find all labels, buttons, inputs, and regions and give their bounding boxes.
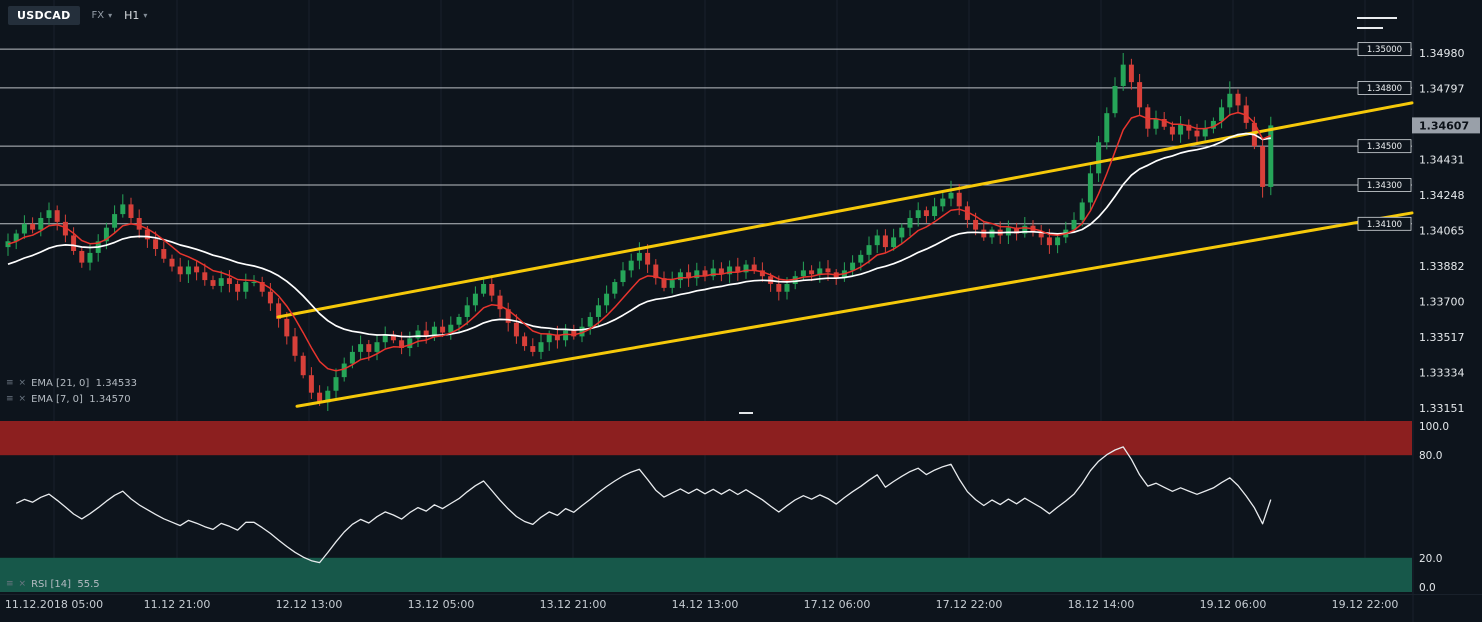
price-tag-label: 1.34100	[1367, 220, 1402, 230]
rsi-line	[15, 446, 1272, 564]
time-axis: 11.12.2018 05:00 11.12 21:00 12.12 13:00 13…	[5, 598, 1398, 611]
price-axis-tick: 1.33882	[1419, 260, 1465, 273]
rsi-axis-tick: 0.0	[1419, 582, 1436, 594]
level-tags: 1.35000 1.34800 1.34500 1.34300 1.34100	[1357, 42, 1412, 231]
ema7-legend-label: EMA [7, 0] 1.34570	[31, 394, 131, 405]
rsi-axis-tick: 100.0	[1419, 421, 1449, 433]
market-type-dropdown[interactable]: FX ▾	[92, 10, 113, 21]
ema7-legend: ≡ × EMA [7, 0] 1.34570	[6, 394, 131, 405]
time-axis-label: 17.12 06:00	[804, 598, 871, 611]
chevron-down-icon: ▾	[143, 11, 148, 20]
chart-toolbar: USDCAD FX ▾ H1 ▾	[8, 6, 147, 25]
price-tag-label: 1.34800	[1367, 84, 1402, 94]
rsi-legend: ≡ × RSI [14] 55.5	[6, 579, 100, 590]
close-icon[interactable]: ×	[18, 394, 27, 404]
time-axis-label: 11.12 21:00	[144, 598, 211, 611]
indicator-settings-icon[interactable]: ≡	[6, 394, 14, 404]
market-type-label: FX	[91, 10, 105, 21]
price-axis-tick: 1.34248	[1419, 189, 1465, 202]
ema7-line	[7, 111, 1272, 372]
trend-channel	[276, 101, 1414, 408]
price-tag-label: 1.34500	[1367, 142, 1402, 152]
candles-layer	[5, 53, 1274, 412]
rsi-legend-label: RSI [14] 55.5	[31, 579, 100, 590]
drawing-line-handle[interactable]	[1357, 17, 1397, 19]
close-icon[interactable]: ×	[18, 378, 27, 388]
rsi-overbought-band	[0, 421, 1412, 456]
current-price-tag: 1.34607	[1412, 117, 1480, 134]
indicator-settings-icon[interactable]: ≡	[6, 378, 14, 388]
price-tag-label: 1.34300	[1367, 181, 1402, 191]
current-price-label: 1.34607	[1419, 119, 1469, 132]
price-axis-tick: 1.34431	[1419, 154, 1465, 167]
rsi-axis-tick: 20.0	[1419, 553, 1442, 565]
price-axis-tick: 1.34797	[1419, 83, 1465, 96]
timeframe-dropdown[interactable]: H1 ▾	[124, 9, 147, 22]
channel-lower-trendline	[295, 211, 1414, 408]
price-axis-tick: 1.34065	[1419, 225, 1465, 238]
price-tag	[1357, 139, 1412, 154]
time-axis-label: 12.12 13:00	[276, 598, 343, 611]
price-axis-tick: 1.33334	[1419, 366, 1465, 379]
channel-upper-trendline	[276, 101, 1414, 319]
time-axis-label: 19.12 22:00	[1332, 598, 1399, 611]
price-axis: 1.34980 1.34797 1.34431 1.34248 1.34065 1.338…	[1419, 47, 1465, 415]
price-tag	[1357, 42, 1412, 57]
rsi-axis: 100.0 80.0 20.0 0.0	[1419, 421, 1449, 594]
time-axis-label: 14.12 13:00	[672, 598, 739, 611]
price-tag	[1357, 81, 1412, 95]
price-axis-tick: 1.33517	[1419, 331, 1465, 344]
time-axis-label: 19.12 06:00	[1200, 598, 1267, 611]
indicator-settings-icon[interactable]: ≡	[6, 579, 14, 589]
pane-resize-handle[interactable]	[739, 412, 753, 414]
time-axis-label: 17.12 22:00	[936, 598, 1003, 611]
time-axis-label: 13.12 21:00	[540, 598, 607, 611]
rsi-oversold-band	[0, 557, 1412, 592]
price-tag	[1357, 178, 1412, 192]
price-tag	[1357, 216, 1412, 231]
price-axis-tick: 1.34980	[1419, 47, 1465, 60]
price-tag-label: 1.35000	[1367, 45, 1402, 55]
ema21-legend: ≡ × EMA [21, 0] 1.34533	[6, 378, 137, 389]
time-axis-label: 11.12.2018 05:00	[5, 598, 103, 611]
chevron-down-icon: ▾	[108, 11, 113, 20]
ema21-line	[7, 132, 1271, 338]
close-icon[interactable]: ×	[18, 579, 27, 589]
price-axis-tick: 1.33151	[1419, 402, 1465, 415]
time-axis-label: 18.12 14:00	[1068, 598, 1135, 611]
time-axis-label: 13.12 05:00	[408, 598, 475, 611]
rsi-axis-tick: 80.0	[1419, 450, 1442, 462]
price-axis-tick: 1.33700	[1419, 295, 1465, 308]
symbol-selector[interactable]: USDCAD	[8, 6, 80, 25]
ema21-legend-label: EMA [21, 0] 1.34533	[31, 378, 138, 389]
drawing-line-handle[interactable]	[1357, 27, 1383, 29]
timeframe-label: H1	[124, 9, 140, 22]
rsi-bands	[0, 421, 1412, 592]
